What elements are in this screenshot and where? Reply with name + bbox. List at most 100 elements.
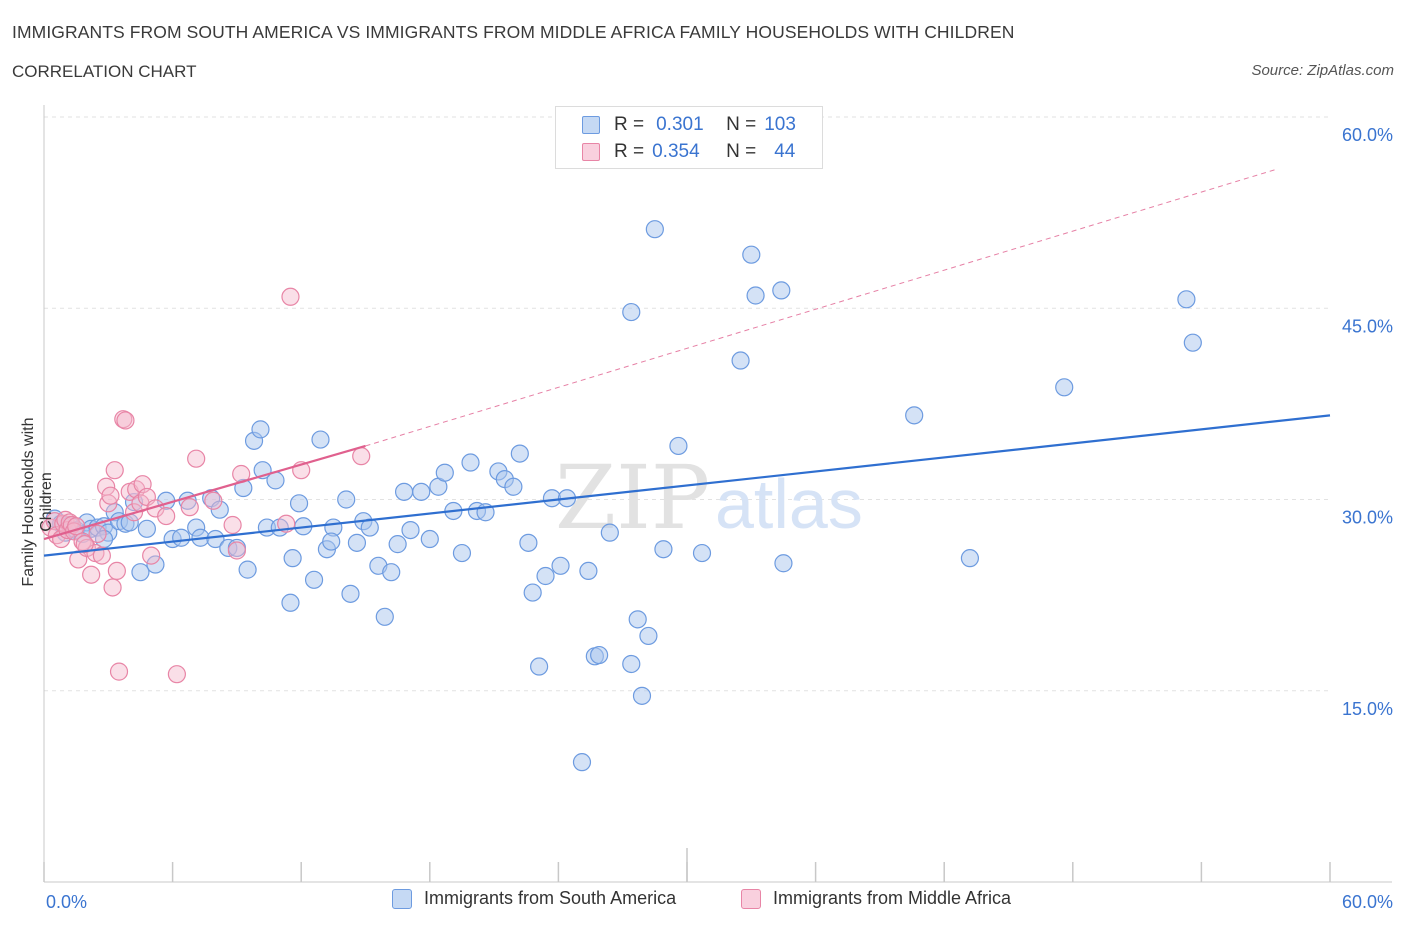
south-america-point [337, 490, 356, 509]
south-america-point [731, 351, 750, 370]
y-tick-label: 60.0% [1342, 125, 1393, 145]
middle-africa-point [88, 524, 107, 544]
south-america-point [322, 532, 341, 551]
middle-africa-point [167, 665, 186, 684]
legend-r-value: 0.301 [656, 114, 704, 135]
trend-lines [43, 168, 1331, 557]
middle-africa-point [75, 535, 94, 554]
south-america-point [341, 584, 360, 603]
south-america-point [645, 220, 664, 239]
legend-row-south-america: R = 0.301 N = 103 [582, 113, 796, 137]
south-america-trend-line [43, 414, 1331, 557]
south-america-point [746, 286, 765, 305]
south-america-point [347, 533, 367, 552]
pink-swatch [582, 143, 600, 161]
tick-labels: 15.0% 30.0% 45.0% 60.0% 0.0% 60.0% [46, 125, 1393, 912]
legend-n-label: N = [726, 114, 757, 135]
south-america-point [234, 478, 253, 498]
legend-r-label: R = [614, 141, 645, 162]
south-america-point [632, 686, 652, 705]
south-america-point [1177, 290, 1196, 309]
south-america-point [772, 281, 791, 300]
middle-africa-point [204, 491, 223, 510]
south-america-point [654, 540, 673, 559]
south-america-point [283, 549, 302, 568]
middle-africa-point [142, 546, 161, 565]
south-america-point [692, 543, 712, 563]
x-tick-label-min: 0.0% [46, 892, 87, 912]
middle-africa-point [103, 578, 122, 597]
middle-africa-point [180, 498, 199, 517]
south-america-point [579, 561, 598, 581]
y-tick-label: 15.0% [1342, 699, 1393, 719]
south-america-point [238, 560, 257, 579]
south-america-point [388, 535, 407, 554]
south-america-point [251, 420, 270, 439]
south-america-point [600, 523, 619, 542]
legend-label: Immigrants from Middle Africa [773, 888, 1012, 908]
middle-africa-points [41, 287, 371, 684]
south-america-point [461, 453, 480, 472]
watermark: ZIP atlas [555, 446, 863, 549]
south-america-point [669, 436, 688, 456]
south-america-point [510, 444, 529, 463]
middle-africa-point [187, 449, 206, 468]
south-america-point [1055, 378, 1074, 397]
y-axis-label: Family Households with Children [20, 417, 55, 587]
legend-n-label: N = [726, 141, 757, 162]
blue-swatch [582, 116, 600, 134]
south-america-point [639, 626, 658, 646]
legend-r-value: 0.354 [652, 141, 700, 162]
south-america-point [628, 610, 647, 629]
south-america-point [137, 519, 156, 538]
blue-swatch [392, 888, 412, 909]
south-america-point [960, 549, 980, 568]
south-america-point [530, 657, 549, 676]
legend-n-value: 103 [764, 114, 796, 135]
south-america-point [551, 556, 570, 575]
south-america-point [382, 563, 401, 582]
south-america-point [394, 482, 414, 501]
south-america-point [519, 533, 538, 552]
south-america-point [622, 302, 641, 322]
south-america-point [146, 555, 165, 574]
south-america-points [45, 220, 1202, 772]
middle-africa-point [223, 515, 242, 535]
middle-africa-point [116, 411, 135, 430]
middle-africa-trend-line [43, 444, 366, 541]
watermark-atlas: atlas [715, 465, 863, 543]
south-america-point [905, 406, 924, 425]
south-america-point [590, 645, 609, 665]
middle-africa-point [82, 565, 101, 584]
y-tick-label: 30.0% [1342, 508, 1393, 528]
south-america-point [1183, 333, 1202, 352]
chart-subtitle: CORRELATION CHART [12, 62, 197, 81]
grid-lines [44, 116, 1330, 692]
south-america-point [452, 543, 472, 563]
south-america-point [289, 494, 309, 513]
middle-africa-point [352, 447, 371, 466]
y-tick-label: 45.0% [1342, 316, 1393, 336]
middle-africa-point [92, 546, 111, 565]
x-tick-label-max: 60.0% [1342, 892, 1393, 912]
chart-title: IMMIGRANTS FROM SOUTH AMERICA VS IMMIGRA… [12, 22, 1015, 42]
stats-legend: R = 0.301 N = 103 R = 0.354 N = 44 [555, 106, 823, 169]
legend-item-middle-africa: Immigrants from Middle Africa [741, 888, 1011, 909]
middle-africa-point [227, 541, 246, 560]
south-america-point [742, 245, 761, 264]
south-america-point [401, 520, 420, 540]
south-america-point [311, 430, 330, 449]
south-america-point [435, 463, 454, 482]
legend-label: Immigrants from South America [424, 888, 677, 908]
legend-r-label: R = [614, 114, 645, 135]
middle-africa-point [105, 461, 124, 480]
south-america-point [412, 482, 431, 501]
south-america-point [536, 566, 555, 586]
south-america-point [420, 529, 439, 549]
south-america-point [210, 500, 229, 519]
south-america-point [281, 593, 300, 612]
south-america-point [304, 570, 324, 589]
middle-africa-point [281, 287, 300, 306]
legend-row-middle-africa: R = 0.354 N = 44 [582, 140, 795, 164]
